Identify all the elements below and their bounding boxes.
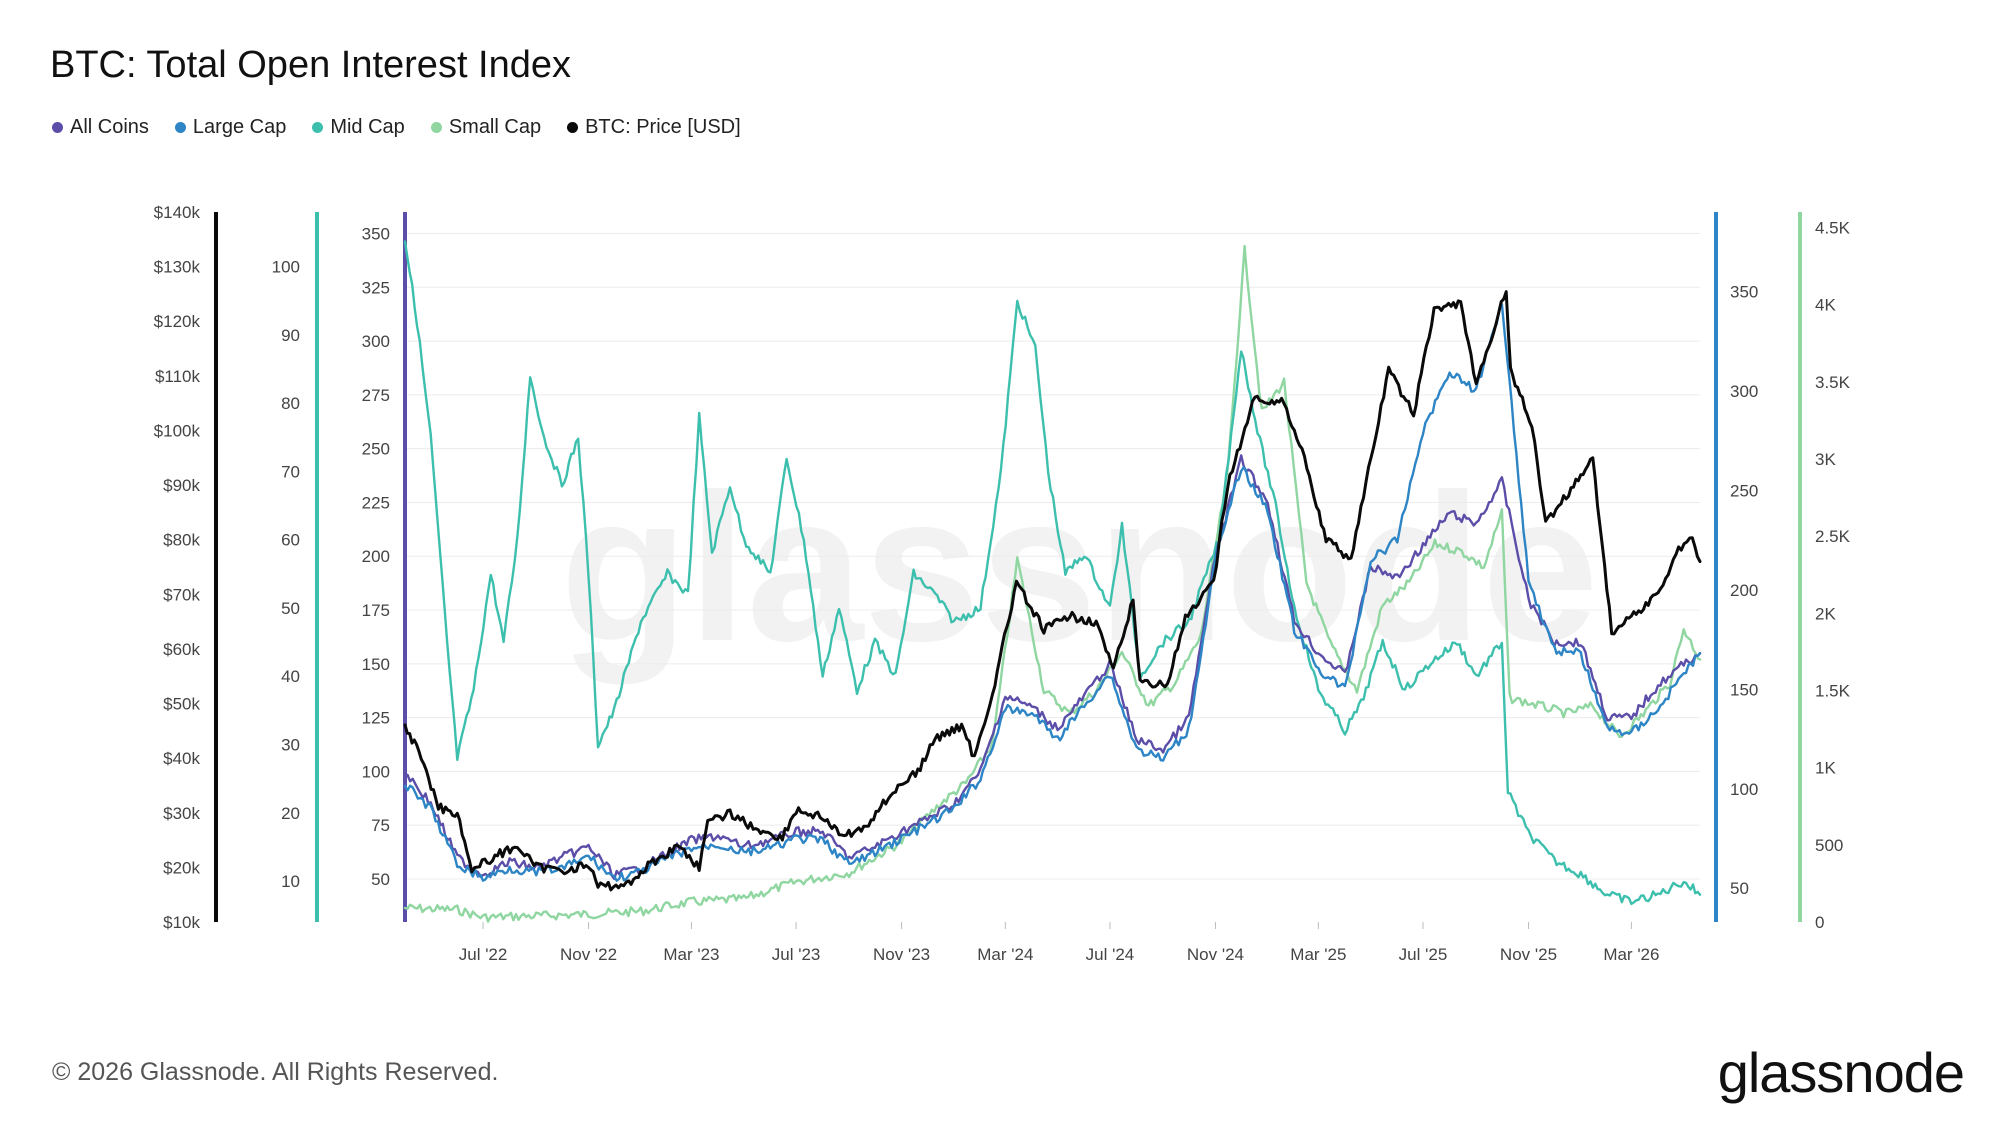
legend-label: BTC: Price [USD] — [585, 116, 741, 138]
all-tick-label: 125 — [362, 709, 390, 728]
legend-dot-icon — [430, 122, 442, 133]
mid-tick-label: 40 — [281, 667, 300, 686]
all-tick-label: 200 — [362, 547, 390, 566]
mid-tick-label: 10 — [281, 872, 300, 891]
series-line-small-cap — [403, 244, 1702, 923]
x-tick-label: Nov '23 — [873, 945, 930, 964]
x-tick-label: Mar '26 — [1603, 945, 1659, 964]
price-tick-label: $120k — [154, 312, 201, 331]
large-tick-label: 350 — [1730, 283, 1758, 302]
x-tick-label: Mar '24 — [977, 945, 1033, 964]
x-tick-label: Nov '24 — [1187, 945, 1244, 964]
mid-tick-label: 20 — [281, 804, 300, 823]
all-tick-label: 225 — [362, 493, 390, 512]
large-tick-label: 50 — [1730, 879, 1749, 898]
mid-tick-label: 90 — [281, 326, 300, 345]
legend-item-small-cap[interactable]: Small Cap — [430, 116, 542, 139]
grid — [405, 233, 1700, 880]
mid-tick-label: 50 — [281, 599, 300, 618]
price-tick-label: $140k — [154, 203, 201, 222]
x-tick-label: Jul '24 — [1086, 945, 1135, 964]
legend-dot-icon — [52, 122, 63, 133]
small-tick-label: 2.5K — [1815, 527, 1851, 546]
price-tick-label: $20k — [163, 858, 200, 877]
legend-dot-icon — [312, 122, 324, 133]
legend: All Coins Large Cap Mid Cap Small Cap BT… — [52, 116, 741, 139]
price-tick-label: $70k — [163, 585, 200, 604]
small-tick-label: 4K — [1815, 296, 1836, 315]
legend-item-btc-price[interactable]: BTC: Price [USD] — [567, 116, 741, 139]
mid-tick-label: 30 — [281, 736, 300, 755]
price-tick-label: $50k — [163, 695, 200, 714]
mid-tick-label: 80 — [281, 394, 300, 413]
all-tick-label: 350 — [362, 225, 390, 244]
watermark: glassnode — [560, 450, 1599, 685]
chart-title: BTC: Total Open Interest Index — [50, 44, 572, 86]
small-tick-label: 3.5K — [1815, 373, 1851, 392]
x-tick-label: Nov '25 — [1500, 945, 1557, 964]
x-tick-label: Jul '25 — [1399, 945, 1448, 964]
copyright-footer: © 2026 Glassnode. All Rights Reserved. — [52, 1058, 499, 1086]
price-tick-label: $10k — [163, 913, 200, 932]
all-tick-label: 325 — [362, 278, 390, 297]
legend-dot-icon — [174, 122, 186, 133]
small-tick-label: 3K — [1815, 450, 1836, 469]
legend-label: Small Cap — [448, 116, 542, 138]
all-tick-label: 250 — [362, 440, 390, 459]
small-tick-label: 500 — [1815, 836, 1843, 855]
small-tick-label: 1K — [1815, 759, 1836, 778]
x-tick-label: Mar '25 — [1290, 945, 1346, 964]
large-tick-label: 100 — [1730, 780, 1758, 799]
legend-label: Large Cap — [192, 116, 287, 138]
mid-tick-label: 60 — [281, 531, 300, 550]
series-line-all-coins — [403, 454, 1702, 881]
all-tick-label: 150 — [362, 655, 390, 674]
axes: $10k $20k $30k $40k $50k $60k $70k $80k $90k $100… — [154, 203, 1851, 964]
all-tick-label: 300 — [362, 332, 390, 351]
all-tick-label: 50 — [371, 870, 390, 889]
series-line-btc-price-usd — [403, 290, 1702, 892]
large-tick-label: 200 — [1730, 581, 1758, 600]
x-tick-label: Nov '22 — [560, 945, 617, 964]
large-tick-label: 150 — [1730, 680, 1758, 699]
price-tick-label: $110k — [155, 367, 201, 386]
price-tick-label: $100k — [154, 421, 201, 440]
price-tick-label: $40k — [163, 749, 200, 768]
legend-item-mid-cap[interactable]: Mid Cap — [312, 116, 405, 139]
mid-tick-label: 70 — [281, 462, 300, 481]
legend-item-all-coins[interactable]: All Coins — [52, 116, 149, 139]
x-tick-label: Jul '22 — [459, 945, 508, 964]
all-tick-label: 75 — [371, 816, 390, 835]
price-tick-label: $130k — [154, 258, 201, 277]
price-tick-label: $60k — [163, 640, 200, 659]
legend-item-large-cap[interactable]: Large Cap — [174, 116, 287, 139]
all-tick-label: 175 — [362, 601, 390, 620]
x-tick-label: Mar '23 — [663, 945, 719, 964]
small-tick-label: 0 — [1815, 913, 1824, 932]
small-tick-label: 4.5K — [1815, 218, 1851, 237]
legend-dot-icon — [567, 122, 579, 133]
large-tick-label: 250 — [1730, 481, 1758, 500]
small-tick-label: 1.5K — [1815, 681, 1851, 700]
price-tick-label: $90k — [163, 476, 200, 495]
large-tick-label: 300 — [1730, 382, 1758, 401]
small-tick-label: 2K — [1815, 604, 1836, 623]
price-tick-label: $80k — [163, 531, 200, 550]
series-line-mid-cap — [403, 240, 1702, 906]
legend-label: All Coins — [70, 116, 149, 138]
mid-tick-label: 100 — [272, 258, 300, 277]
all-tick-label: 275 — [362, 386, 390, 405]
price-tick-label: $30k — [163, 804, 200, 823]
series-group — [403, 240, 1702, 923]
all-tick-label: 100 — [362, 762, 390, 781]
glassnode-logo[interactable]: glassnode — [1717, 1041, 1965, 1104]
x-tick-label: Jul '23 — [772, 945, 821, 964]
legend-label: Mid Cap — [330, 116, 405, 138]
